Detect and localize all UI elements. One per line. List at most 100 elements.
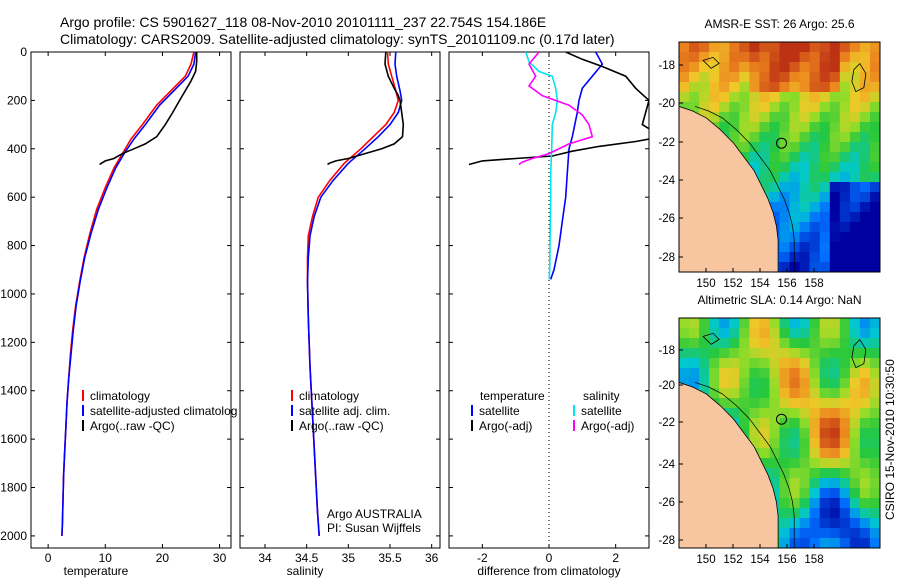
map-cell [870, 192, 880, 203]
map-cell [779, 378, 791, 389]
map-cell [689, 338, 700, 349]
map-cell [809, 428, 821, 439]
map-cell [759, 112, 771, 123]
map-cell [759, 428, 771, 439]
map-cell [849, 42, 861, 53]
map-cell [799, 518, 811, 529]
map-cell [789, 428, 801, 439]
map-cell [849, 348, 861, 359]
map-cell [799, 152, 811, 163]
map-cell [859, 152, 871, 163]
map-cell [799, 122, 811, 133]
y-tick-label: 1600 [0, 432, 27, 446]
map-cell [759, 358, 771, 369]
map-field [679, 318, 880, 548]
legend-label: satellite [479, 404, 520, 418]
map-cell [779, 528, 791, 539]
map-cell [739, 328, 750, 339]
map-cell [709, 82, 720, 93]
map-cell [769, 102, 781, 113]
map-cell [729, 398, 740, 409]
map-cell [769, 202, 781, 213]
map-cell [779, 112, 791, 123]
map-cell [749, 62, 761, 73]
map-cell [749, 152, 761, 163]
map-cell [779, 162, 791, 173]
map-cell [870, 378, 880, 389]
map-cell [739, 42, 750, 53]
map-cell [839, 162, 851, 173]
map-cell [819, 252, 831, 263]
map-cell [729, 388, 740, 399]
map-cell [789, 42, 801, 53]
map-cell [699, 92, 710, 103]
map-cell [829, 338, 841, 349]
map-cell [870, 458, 880, 469]
map-cell [769, 468, 781, 479]
map-cell [809, 388, 821, 399]
map-cell [799, 538, 811, 548]
map-cell [849, 212, 861, 223]
map-cell [689, 72, 700, 83]
map-cell [789, 328, 801, 339]
map-cell [699, 72, 710, 83]
map-cell [809, 378, 821, 389]
map-cell [859, 358, 871, 369]
map-cell [759, 182, 771, 193]
map-cell [789, 458, 801, 469]
map-cell [759, 378, 771, 389]
map-x-tick-label: 152 [723, 278, 742, 290]
map-cell [719, 398, 730, 409]
map-cell [769, 42, 781, 53]
map-cell [849, 478, 861, 489]
map-cell [859, 92, 871, 103]
temperature-panel: 0 10 20 30 0 200 400 600 800 1000 1200 1400 1600 1800… [0, 45, 237, 578]
map-cell [729, 368, 740, 379]
x-axis-label: difference from climatology [477, 564, 620, 578]
map-cell [870, 232, 880, 243]
map-cell [829, 318, 841, 329]
map-cell [859, 52, 871, 63]
map-x-tick-label: 158 [804, 278, 823, 290]
map-cell [779, 212, 791, 223]
map-cell [769, 378, 781, 389]
map-cell [769, 338, 781, 349]
map-cell [829, 468, 841, 479]
map-cell [839, 358, 851, 369]
map-cell [849, 488, 861, 499]
map-cell [819, 438, 831, 449]
map-cell [829, 252, 841, 263]
map-cell [819, 162, 831, 173]
map-cell [829, 52, 841, 63]
legend-label: satellite adj. clim. [299, 404, 390, 418]
land-mass [679, 381, 779, 548]
map-cell [859, 252, 871, 263]
map-cell [849, 72, 861, 83]
map-cell [829, 142, 841, 153]
map-cell [689, 378, 700, 389]
map-cell [799, 428, 811, 439]
map-cell [839, 172, 851, 183]
map-cell [779, 478, 791, 489]
map-cell [849, 192, 861, 203]
map-cell [819, 498, 831, 509]
map-cell [819, 102, 831, 113]
map-cell [799, 468, 811, 479]
map-cell [870, 338, 880, 349]
map-cell [819, 192, 831, 203]
map-cell [789, 212, 801, 223]
map-cell [779, 172, 791, 183]
map-cell [789, 338, 801, 349]
map-cell [779, 82, 791, 93]
map-cell [829, 162, 841, 173]
map-cell [729, 378, 740, 389]
map-cell [849, 182, 861, 193]
map-cell [809, 508, 821, 519]
map-cell [870, 318, 880, 329]
series-line-satellite-adj-clim- [306, 52, 403, 536]
map-cell [859, 132, 871, 143]
map-cell [719, 62, 730, 73]
map-cell [679, 82, 690, 93]
map-cell [779, 358, 791, 369]
map-cell [870, 172, 880, 183]
